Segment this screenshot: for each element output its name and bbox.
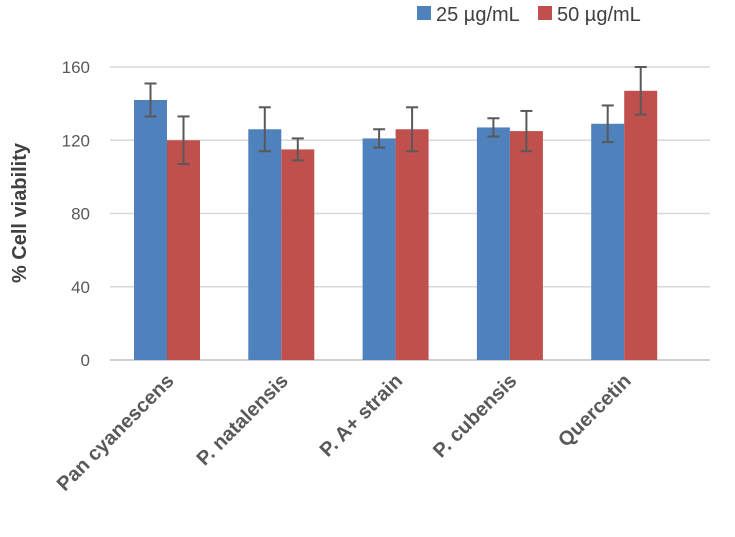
x-tick-label: Pan cyanescens xyxy=(53,370,179,496)
legend-swatch-1 xyxy=(538,6,552,20)
legend-swatch-0 xyxy=(417,6,431,20)
legend-label: 50 µg/mL xyxy=(557,4,641,26)
x-tick-label: Quercetin xyxy=(554,370,636,452)
x-tick-label: P. cubensis xyxy=(429,370,521,462)
legend-label: 25 µg/mL xyxy=(436,4,520,26)
y-axis-label: % Cell viability xyxy=(9,142,31,283)
bar-25-4 xyxy=(591,123,625,360)
bar-50-0 xyxy=(167,140,200,360)
x-tick-label: P. natalensis xyxy=(193,370,293,470)
bar-50-2 xyxy=(395,129,429,360)
y-tick-label: 40 xyxy=(71,278,90,297)
y-tick-label: 0 xyxy=(81,351,90,370)
bar-25-3 xyxy=(476,127,510,361)
bar-25-1 xyxy=(248,129,282,360)
bar-50-4 xyxy=(624,90,658,361)
y-tick-label: 120 xyxy=(62,131,90,150)
bar-25-0 xyxy=(134,99,167,361)
bar-50-1 xyxy=(281,149,315,360)
y-tick-label: 160 xyxy=(62,58,90,77)
x-tick-label: P. A+ strain xyxy=(316,370,407,461)
bar-50-3 xyxy=(509,131,543,360)
bar-25-2 xyxy=(362,138,396,360)
y-tick-label: 80 xyxy=(71,205,90,224)
